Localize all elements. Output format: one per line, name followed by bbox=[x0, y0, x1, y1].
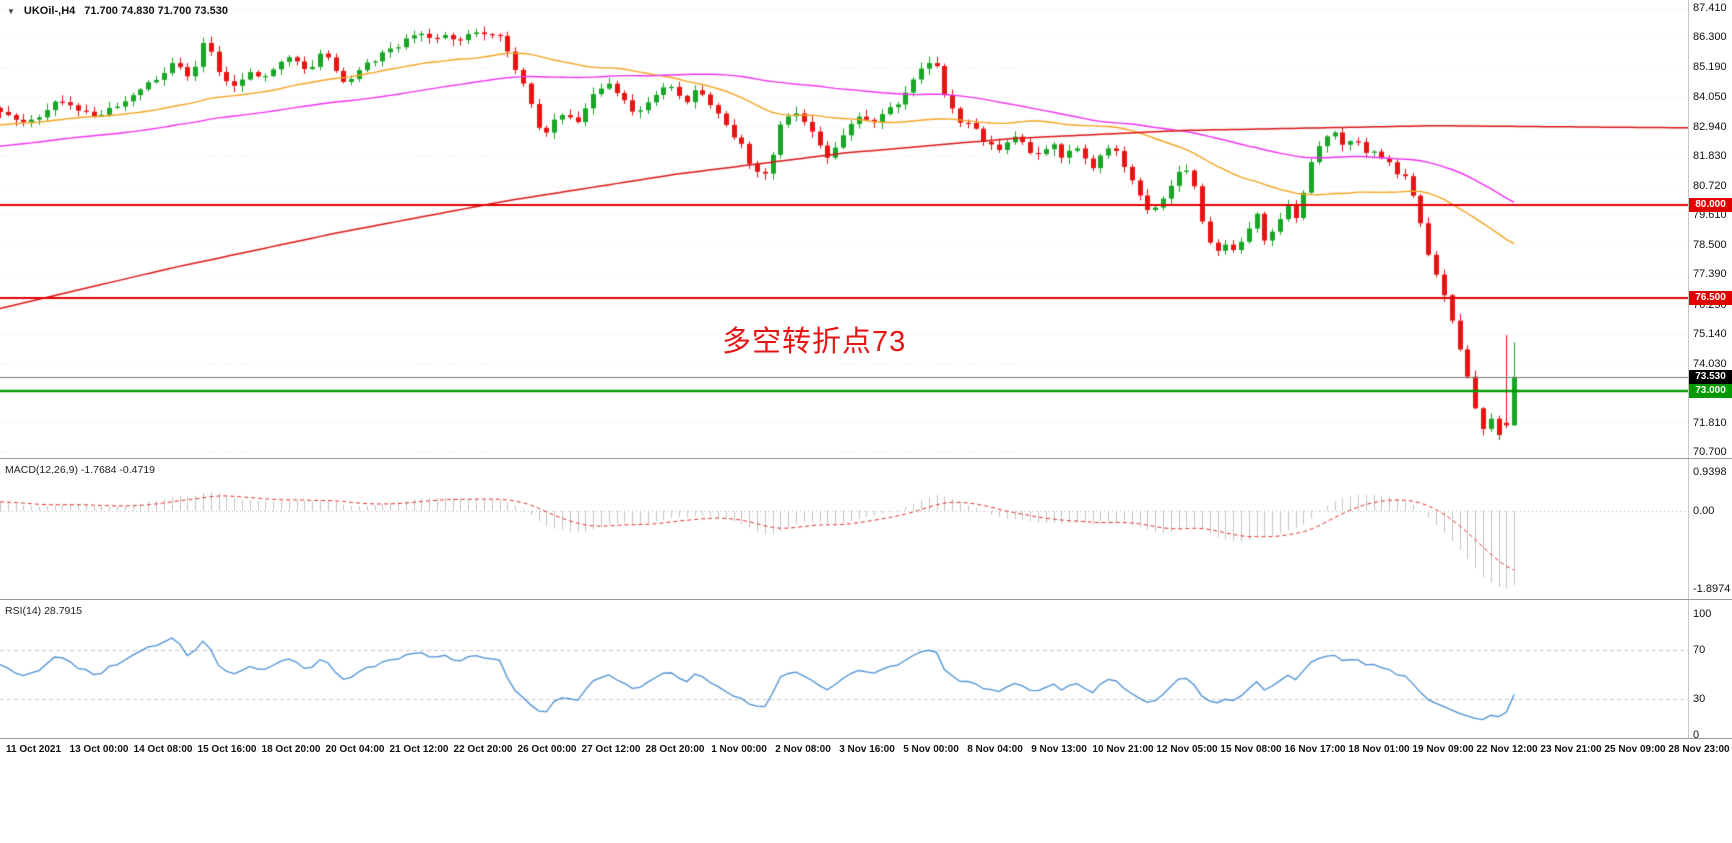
macd-axis-label: 0.9398 bbox=[1693, 466, 1727, 478]
rsi-axis-label: 30 bbox=[1693, 692, 1706, 705]
time-axis-label: 10 Nov 21:00 bbox=[1092, 744, 1154, 755]
time-axis-label: 25 Nov 09:00 bbox=[1604, 744, 1666, 755]
macd-canvas[interactable] bbox=[0, 460, 1688, 600]
macd-panel: MACD(12,26,9) -1.7684 -0.4719 0.9398 0.00… bbox=[0, 458, 1732, 600]
rsi-panel: RSI(14) 28.7915 100 70 30 0 bbox=[0, 599, 1732, 741]
price-axis-label: 70.700 bbox=[1693, 446, 1727, 458]
macd-axis: 0.9398 0.00 -1.8974 bbox=[1688, 459, 1732, 599]
time-axis-label: 9 Nov 13:00 bbox=[1031, 744, 1087, 755]
time-axis-label: 18 Nov 01:00 bbox=[1348, 744, 1410, 755]
time-axis-label: 28 Oct 20:00 bbox=[645, 744, 705, 755]
rsi-axis-label: 70 bbox=[1693, 644, 1706, 657]
chart-dropdown-icon[interactable]: ▼ bbox=[7, 6, 15, 16]
time-axis: 11 Oct 2021 13 Oct 00:00 14 Oct 08:00 15 Oc… bbox=[0, 738, 1732, 762]
price-axis-label: 86.300 bbox=[1693, 31, 1727, 44]
time-axis-label: 23 Nov 21:00 bbox=[1540, 744, 1602, 755]
time-axis-label: 11 Oct 2021 bbox=[6, 744, 62, 755]
price-axis-label: 78.500 bbox=[1693, 238, 1727, 251]
time-axis-label: 21 Oct 12:00 bbox=[389, 744, 449, 755]
time-axis-label: 8 Nov 04:00 bbox=[967, 744, 1023, 755]
price-axis-label: 79.610 bbox=[1693, 209, 1727, 222]
time-axis-label: 18 Oct 20:00 bbox=[261, 744, 321, 755]
price-axis-label: 81.830 bbox=[1693, 150, 1727, 163]
price-axis-label: 82.940 bbox=[1693, 120, 1727, 133]
time-axis-label: 20 Oct 04:00 bbox=[325, 744, 385, 755]
price-axis-label: 80.720 bbox=[1693, 179, 1727, 192]
chart-title: ▼ UKOil-,H4 71.700 74.830 71.700 73.530 bbox=[7, 5, 228, 17]
time-axis-label: 14 Oct 08:00 bbox=[133, 744, 193, 755]
price-axis-label: 74.030 bbox=[1693, 357, 1727, 370]
time-axis-label: 15 Oct 16:00 bbox=[197, 744, 257, 755]
time-axis-label: 12 Nov 05:00 bbox=[1156, 744, 1218, 755]
time-axis-label: 3 Nov 16:00 bbox=[839, 744, 895, 755]
price-axis-label: 85.190 bbox=[1693, 60, 1727, 73]
time-axis-label: 5 Nov 00:00 bbox=[903, 744, 959, 755]
price-axis-label: 84.050 bbox=[1693, 91, 1727, 104]
annotation-text[interactable]: 多空转折点73 bbox=[722, 326, 907, 358]
rsi-axis: 100 70 30 0 bbox=[1688, 600, 1732, 741]
time-axis-label: 1 Nov 00:00 bbox=[711, 744, 767, 755]
time-axis-label: 27 Oct 12:00 bbox=[581, 744, 641, 755]
price-axis-label: 87.410 bbox=[1693, 2, 1727, 14]
macd-axis-label: 0.00 bbox=[1693, 504, 1715, 517]
time-axis-label: 22 Oct 20:00 bbox=[453, 744, 513, 755]
price-level-badge: 80.000 bbox=[1689, 197, 1732, 212]
price-level-badge: 73.530 bbox=[1689, 369, 1732, 384]
time-axis-label: 15 Nov 08:00 bbox=[1220, 744, 1282, 755]
time-axis-label: 2 Nov 08:00 bbox=[775, 744, 831, 755]
price-level-badge: 73.000 bbox=[1689, 383, 1732, 398]
price-axis-label: 77.390 bbox=[1693, 268, 1727, 281]
time-axis-label: 22 Nov 12:00 bbox=[1476, 744, 1538, 755]
price-level-badge: 76.500 bbox=[1689, 290, 1732, 305]
rsi-canvas[interactable] bbox=[0, 601, 1688, 739]
macd-axis-label: -1.8974 bbox=[1693, 583, 1731, 595]
price-axis-label: 75.140 bbox=[1693, 328, 1727, 341]
rsi-axis-label: 100 bbox=[1693, 608, 1712, 620]
time-axis-label: 28 Nov 23:00 bbox=[1668, 744, 1730, 755]
time-axis-label: 26 Oct 00:00 bbox=[517, 744, 577, 755]
time-axis-label: 13 Oct 00:00 bbox=[69, 744, 129, 755]
price-axis-label: 71.810 bbox=[1693, 416, 1727, 429]
price-chart-canvas[interactable] bbox=[0, 0, 1688, 458]
time-axis-label: 16 Nov 17:00 bbox=[1284, 744, 1346, 755]
symbol-period-label: UKOil-,H4 bbox=[23, 5, 76, 17]
price-axis: 87.410 86.300 85.190 84.050 82.940 81.830 80.7… bbox=[1688, 0, 1732, 458]
rsi-label: RSI(14) 28.7915 bbox=[5, 605, 83, 617]
ohlc-values: 71.700 74.830 71.700 73.530 bbox=[84, 5, 229, 17]
time-axis-label: 19 Nov 09:00 bbox=[1412, 744, 1474, 755]
macd-label: MACD(12,26,9) -1.7684 -0.4719 bbox=[5, 464, 155, 476]
rsi-axis-label: 0 bbox=[1693, 729, 1700, 741]
price-panel: ▼ UKOil-,H4 71.700 74.830 71.700 73.530 … bbox=[0, 0, 1732, 458]
